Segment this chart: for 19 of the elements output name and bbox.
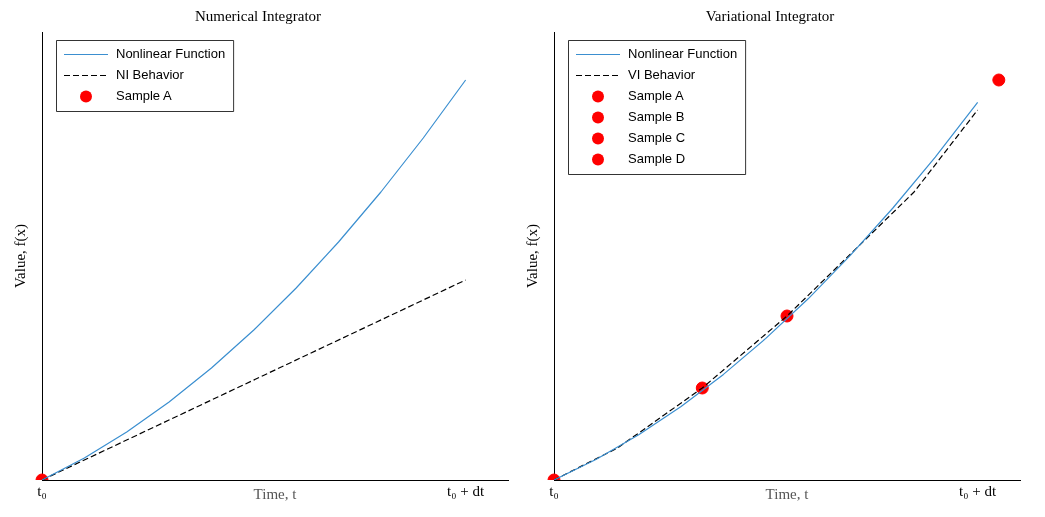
x-tick-label: t₀ + dt — [447, 482, 485, 499]
y-axis-title: Value, f(x) — [523, 223, 541, 289]
x-tick-label: t₀ — [549, 482, 559, 499]
legend-label: Sample A — [116, 88, 172, 104]
chart-title: Numerical Integrator — [194, 7, 322, 24]
legend-label: NI Behavior — [116, 67, 185, 83]
legend-label: VI Behavior — [628, 67, 696, 83]
y-axis-title: Value, f(x) — [11, 223, 29, 289]
x-tick-label: t₀ — [37, 482, 47, 499]
legend-label: Nonlinear Function — [116, 46, 226, 62]
x-axis-title: Time, t — [253, 485, 298, 502]
legend-label: Nonlinear Function — [628, 46, 738, 62]
chart-title: Variational Integrator — [705, 7, 835, 24]
legend-label: Sample D — [628, 151, 686, 167]
x-axis-title: Time, t — [765, 485, 810, 502]
legend-label: Sample C — [628, 130, 686, 146]
legend-label: Sample B — [628, 109, 685, 125]
legend-label: Sample A — [628, 88, 684, 104]
x-tick-label: t₀ + dt — [959, 482, 997, 499]
